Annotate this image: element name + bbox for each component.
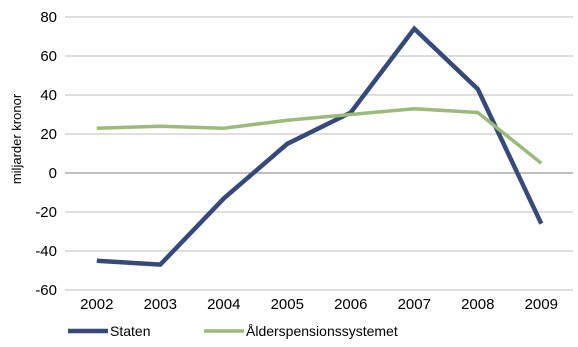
y-tick-label: 40 — [40, 87, 57, 104]
x-tick-label: 2006 — [334, 296, 367, 313]
x-tick-label: 2005 — [271, 296, 304, 313]
y-tick-label: 0 — [49, 165, 57, 182]
x-tick-label: 2008 — [461, 296, 494, 313]
y-tick-label: -60 — [35, 282, 57, 299]
y-tick-label: 20 — [40, 126, 57, 143]
gridlines — [65, 16, 573, 291]
x-tick-label: 2007 — [398, 296, 431, 313]
series-lines — [96, 25, 544, 267]
x-tick-label: 2009 — [525, 296, 558, 313]
y-tick-label: 80 — [40, 9, 57, 26]
series-line-2 — [96, 106, 543, 165]
y-tick-label: -40 — [35, 243, 57, 260]
y-tick-label: -20 — [35, 204, 57, 221]
y-axis-ticks: -60 -40 -20 0 20 40 60 80 — [35, 9, 57, 299]
y-tick-label: 60 — [40, 48, 57, 65]
x-tick-label: 2003 — [144, 296, 177, 313]
legend-label: Staten — [110, 323, 150, 339]
x-tick-label: 2002 — [80, 296, 113, 313]
x-tick-label: 2004 — [207, 296, 240, 313]
legend-label: Ålderspensionssystemet — [246, 323, 398, 339]
series-line-1 — [96, 25, 544, 267]
y-axis-label: miljarder kronor — [9, 93, 24, 184]
x-axis-ticks: 2002 2003 2004 2005 2006 2007 2008 2009 — [80, 296, 558, 313]
legend: Staten Ålderspensionssystemet — [68, 323, 398, 339]
